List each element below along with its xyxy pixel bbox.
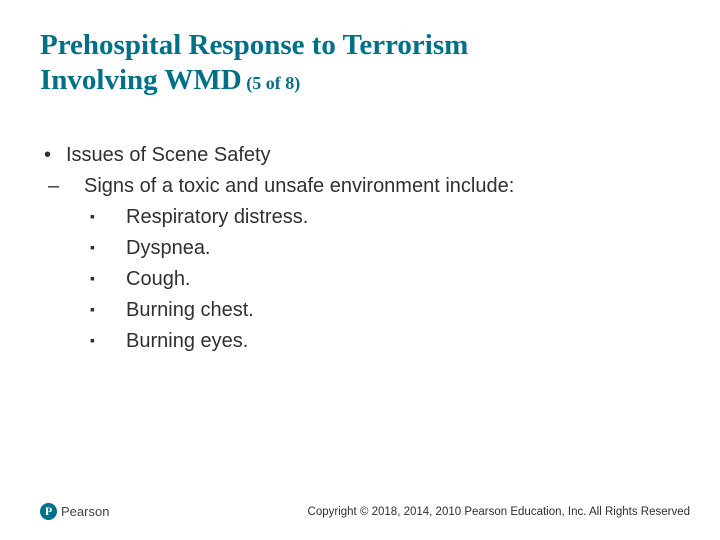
bullet-list-lvl3: Respiratory distress. Dyspnea. Cough. Bu… [84,202,680,357]
title-line2: Involving WMD (5 of 8) [40,63,680,98]
logo-mark-icon: P [40,503,57,520]
list-item: Cough. [84,264,680,295]
bullet-text: Burning chest. [126,299,254,321]
slide: Prehospital Response to Terrorism Involv… [0,0,720,540]
slide-footer: P Pearson Copyright © 2018, 2014, 2010 P… [0,503,720,520]
bullet-text: Burning eyes. [126,330,248,352]
slide-title: Prehospital Response to Terrorism Involv… [40,28,680,98]
list-item: Burning chest. [84,295,680,326]
list-item: Signs of a toxic and unsafe environment … [40,171,680,357]
bullet-text: Cough. [126,268,191,290]
pearson-logo: P Pearson [40,503,109,520]
logo-text: Pearson [61,504,109,519]
list-item: Dyspnea. [84,233,680,264]
title-line2-main: Involving WMD [40,64,242,96]
title-line1: Prehospital Response to Terrorism [40,28,680,63]
bullet-text: Signs of a toxic and unsafe environment … [84,175,514,197]
bullet-list-lvl2: Signs of a toxic and unsafe environment … [40,171,680,357]
list-item: Burning eyes. [84,326,680,357]
bullet-text: Respiratory distress. [126,206,308,228]
slide-body: Issues of Scene Safety Signs of a toxic … [40,140,680,357]
copyright-text: Copyright © 2018, 2014, 2010 Pearson Edu… [308,506,690,518]
bullet-text: Dyspnea. [126,237,211,259]
bullet-text: Issues of Scene Safety [66,144,271,166]
list-item: Respiratory distress. [84,202,680,233]
bullet-list-lvl1: Issues of Scene Safety Signs of a toxic … [40,140,680,357]
title-slide-count: (5 of 8) [242,73,300,93]
list-item: Issues of Scene Safety Signs of a toxic … [40,140,680,357]
